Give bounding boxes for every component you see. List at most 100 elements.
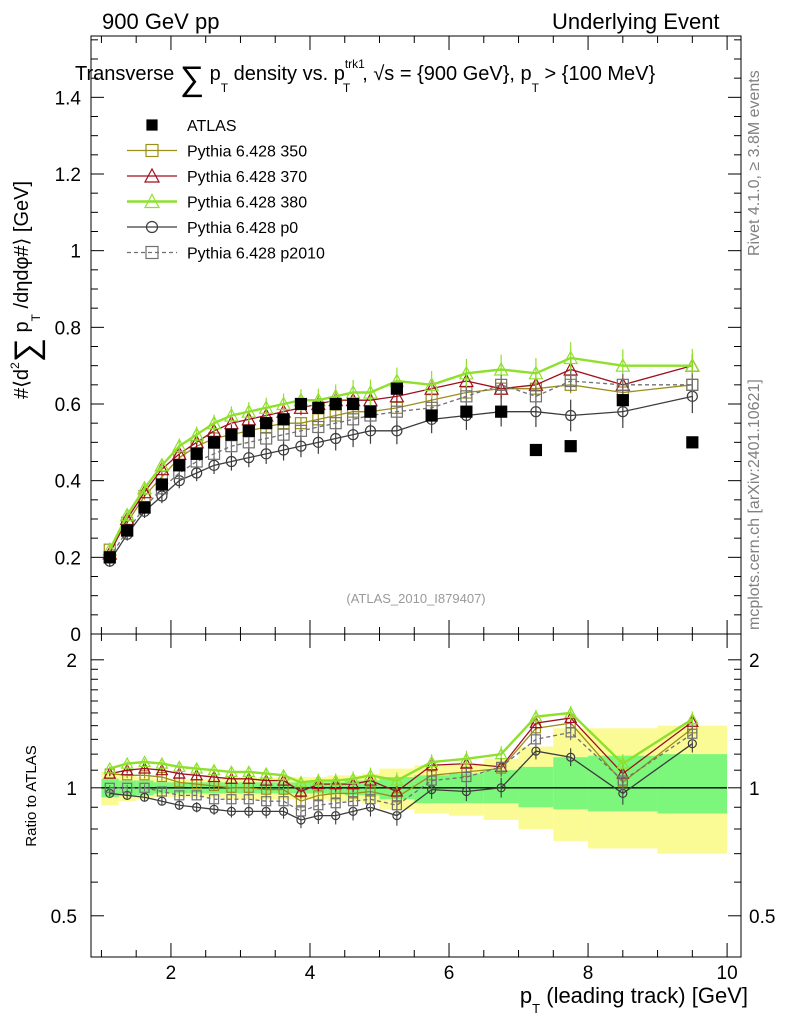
ratio-point-p0 bbox=[139, 792, 150, 802]
main-point-p0 bbox=[277, 444, 290, 456]
ratio-point-p2010 bbox=[191, 790, 202, 801]
main-point-p0 bbox=[330, 432, 342, 445]
ratio-point-p380 bbox=[363, 768, 377, 781]
ratio-panel: 0.5 0.5 1 1 2 2 2 4 6 8 10 bbox=[51, 633, 775, 984]
main-point-p0 bbox=[391, 425, 403, 437]
ratio-point-p2010 bbox=[156, 786, 168, 797]
ratio-point-p2010 bbox=[530, 734, 542, 745]
legend-label-atlas: ATLAS bbox=[187, 118, 237, 135]
y-tick-label: 1 bbox=[70, 242, 81, 263]
main-line-p380 bbox=[108, 356, 693, 551]
ratio-point-p370 bbox=[190, 768, 204, 781]
main-point-p380 bbox=[206, 415, 222, 430]
main-point-p0 bbox=[208, 459, 220, 471]
main-point-atlas bbox=[225, 428, 238, 441]
legend-marker-p0 bbox=[145, 220, 159, 234]
ratio-point-p380 bbox=[259, 766, 273, 779]
ratio-point-p380 bbox=[138, 755, 152, 768]
main-point-p0 bbox=[312, 436, 324, 448]
ratio-point-p380 bbox=[242, 765, 256, 777]
ratio-point-p2010 bbox=[617, 775, 628, 786]
main-line-p2010 bbox=[109, 380, 693, 558]
main-point-p2010 bbox=[616, 378, 629, 391]
main-point-p380 bbox=[276, 396, 292, 411]
ratio-point-p380 bbox=[616, 756, 630, 769]
ratio-point-p0 bbox=[192, 802, 202, 812]
main-point-p2010 bbox=[260, 432, 273, 445]
main-point-atlas bbox=[425, 409, 438, 422]
legend-label-p380: Pythia 6.428 380 bbox=[187, 195, 307, 212]
ratio-point-p380 bbox=[564, 706, 578, 719]
main-point-p380 bbox=[615, 357, 631, 372]
main-point-p2010 bbox=[686, 378, 699, 391]
legend-label-p0: Pythia 6.428 p0 bbox=[187, 220, 298, 237]
main-point-atlas bbox=[460, 405, 473, 418]
y-tick-label: 1.4 bbox=[55, 88, 82, 109]
main-point-p2010 bbox=[390, 405, 403, 418]
watermark: (ATLAS_2010_I879407) bbox=[346, 591, 485, 606]
main-point-p380 bbox=[119, 507, 135, 522]
ratio-point-p380 bbox=[103, 761, 117, 774]
ratio-point-p2010 bbox=[208, 794, 220, 805]
main-point-p0 bbox=[364, 425, 377, 437]
header-left: 900 GeV pp bbox=[102, 9, 220, 34]
main-y-axis-label: #⟨d2∑ pT /dηdφ#⟩ [GeV] bbox=[8, 181, 46, 399]
ratio-y-axis-label: Ratio to ATLAS bbox=[23, 745, 40, 846]
main-point-p380 bbox=[684, 357, 700, 372]
ratio-point-p2010 bbox=[278, 796, 289, 807]
ratio-y-tick-label-right: 2 bbox=[749, 651, 760, 672]
ratio-point-p0 bbox=[174, 800, 184, 810]
legend-marker-atlas bbox=[146, 119, 158, 131]
y-tick-label: 0.2 bbox=[55, 548, 81, 569]
main-point-p380 bbox=[563, 350, 579, 365]
ratio-point-p370 bbox=[172, 766, 186, 779]
ratio-point-p2010 bbox=[461, 771, 472, 783]
main-point-atlas bbox=[529, 443, 543, 457]
main-point-p2010 bbox=[346, 413, 360, 426]
main-point-atlas bbox=[190, 447, 203, 460]
main-point-p0 bbox=[243, 452, 255, 464]
main-point-p0 bbox=[347, 429, 359, 441]
legend: ATLAS Pythia 6.428 350 Pythia 6.428 370 Pyt… bbox=[127, 118, 325, 263]
main-point-atlas bbox=[260, 417, 273, 430]
ratio-point-p0 bbox=[496, 783, 506, 793]
main-point-p380 bbox=[528, 365, 544, 380]
main-point-atlas bbox=[495, 405, 508, 418]
y-tick-label: 0.6 bbox=[55, 395, 81, 416]
ratio-point-p370 bbox=[311, 777, 325, 790]
ratio-point-p380 bbox=[311, 773, 325, 786]
ratio-point-p0 bbox=[461, 786, 472, 797]
ratio-point-p2010 bbox=[496, 761, 507, 772]
ratio-point-p380 bbox=[529, 709, 543, 722]
ratio-point-p2010 bbox=[122, 782, 133, 793]
ratio-point-p380 bbox=[172, 760, 186, 772]
ratio-point-p370 bbox=[529, 716, 543, 729]
ratio-y-tick-label-right: 1 bbox=[749, 779, 760, 800]
ratio-point-p2010 bbox=[104, 782, 115, 793]
main-point-p2010 bbox=[329, 417, 342, 430]
ratio-point-p2010 bbox=[565, 727, 576, 738]
main-point-p2010 bbox=[312, 420, 325, 434]
ratio-point-p370 bbox=[138, 761, 152, 774]
y-tick-label: 0.8 bbox=[55, 318, 81, 339]
ratio-point-p2010 bbox=[426, 775, 437, 786]
legend-marker-p2010 bbox=[145, 245, 159, 260]
ratio-point-p2010 bbox=[330, 798, 341, 809]
ratio-point-p380 bbox=[346, 772, 360, 784]
ratio-frame bbox=[90, 633, 742, 958]
x-tick-label: 10 bbox=[717, 963, 738, 984]
ratio-y-tick-label-right: 0.5 bbox=[749, 907, 775, 928]
ratio-y-tick-label: 0.5 bbox=[51, 907, 77, 928]
y-tick-label: 1.2 bbox=[55, 165, 81, 186]
ratio-point-p380 bbox=[190, 761, 204, 774]
mcplots-label: mcplots.cern.ch [arXiv:2401.10621] bbox=[746, 379, 763, 630]
legend-marker-p350 bbox=[145, 143, 159, 158]
main-point-atlas bbox=[138, 501, 151, 514]
main-point-atlas bbox=[390, 382, 403, 395]
plot-title: Transverse ∑ pT density vs. ptrk1 T, √s =… bbox=[75, 57, 656, 98]
ratio-point-p2010 bbox=[313, 800, 324, 811]
ratio-y-tick-label: 1 bbox=[66, 779, 77, 800]
main-point-p2010 bbox=[495, 378, 508, 391]
legend-marker-p370 bbox=[143, 167, 161, 183]
main-point-p380 bbox=[258, 400, 274, 414]
